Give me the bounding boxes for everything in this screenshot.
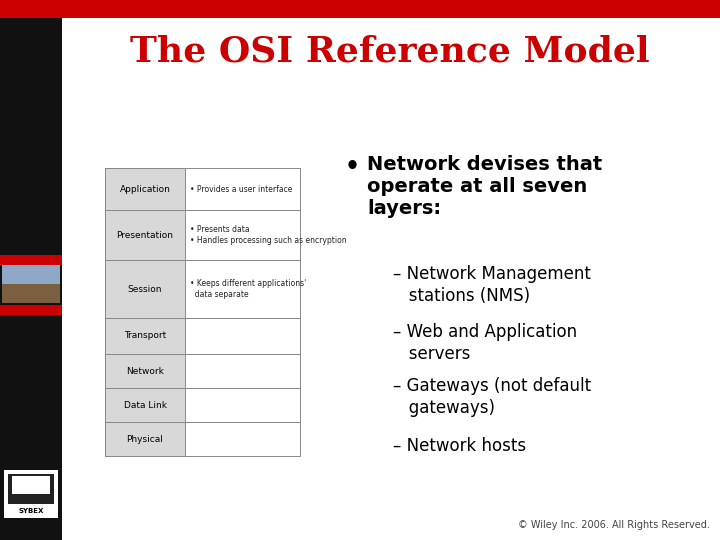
Bar <box>2 265 60 303</box>
Bar <box>0 305 62 315</box>
Bar <box>105 210 300 260</box>
Text: Network: Network <box>126 367 164 375</box>
Text: • Provides a user interface: • Provides a user interface <box>190 185 292 193</box>
Bar <box>0 0 62 540</box>
Text: layers:: layers: <box>367 199 441 218</box>
Bar <box>105 388 185 422</box>
Bar <box>105 168 185 210</box>
Bar <box>105 354 185 388</box>
Text: operate at all seven: operate at all seven <box>367 177 588 196</box>
Bar <box>2 265 60 284</box>
Text: • Presents data
• Handles processing such as encryption: • Presents data • Handles processing suc… <box>190 225 346 245</box>
Text: gateways): gateways) <box>393 399 495 417</box>
Bar <box>0 0 720 18</box>
Text: stations (NMS): stations (NMS) <box>393 287 530 305</box>
Bar <box>105 210 185 260</box>
Bar <box>12 476 50 494</box>
Text: – Gateways (not default: – Gateways (not default <box>393 377 591 395</box>
Bar <box>105 318 185 354</box>
Text: – Web and Application: – Web and Application <box>393 323 577 341</box>
Bar <box>0 255 62 265</box>
Text: Application: Application <box>120 185 171 193</box>
Bar <box>105 168 300 210</box>
Text: Presentation: Presentation <box>117 231 174 240</box>
Text: Network devises that: Network devises that <box>367 155 602 174</box>
Text: Session: Session <box>127 285 162 294</box>
Bar <box>8 474 54 504</box>
Text: Transport: Transport <box>124 332 166 341</box>
Text: The OSI Reference Model: The OSI Reference Model <box>130 35 650 69</box>
Bar <box>105 318 300 354</box>
Text: Data Link: Data Link <box>124 401 166 409</box>
Text: – Network Management: – Network Management <box>393 265 591 283</box>
Bar <box>105 422 185 456</box>
Bar <box>105 260 300 318</box>
Text: SYBEX: SYBEX <box>18 508 44 514</box>
Bar <box>105 422 300 456</box>
Text: © Wiley Inc. 2006. All Rights Reserved.: © Wiley Inc. 2006. All Rights Reserved. <box>518 520 710 530</box>
Text: – Network hosts: – Network hosts <box>393 437 526 455</box>
Bar <box>4 470 58 518</box>
Bar <box>105 388 300 422</box>
Text: •: • <box>345 155 360 179</box>
Text: • Keeps different applications'
  data separate: • Keeps different applications' data sep… <box>190 279 306 299</box>
Bar <box>105 354 300 388</box>
Bar <box>105 260 185 318</box>
Text: servers: servers <box>393 345 470 363</box>
Text: Physical: Physical <box>127 435 163 443</box>
